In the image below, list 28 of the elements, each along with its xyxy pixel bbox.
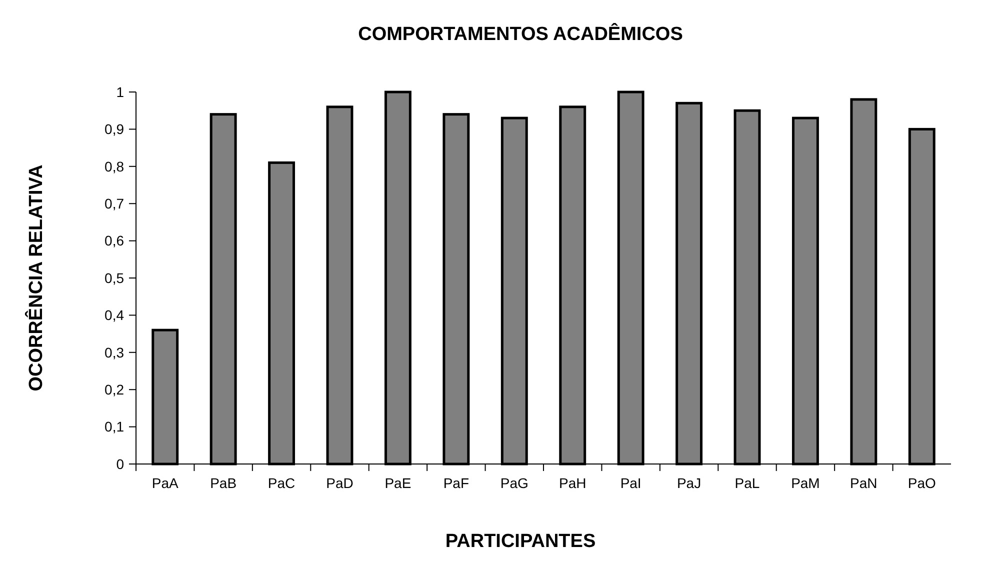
y-tick-label: 0 [116,456,124,472]
x-tick-label: PaN [850,475,878,491]
y-tick-label: 0,6 [104,232,124,249]
y-tick-label: 0,5 [104,270,124,286]
y-tick-label: 0,7 [104,196,124,212]
x-tick-label: PaG [500,475,528,491]
y-tick-label: 0,3 [104,344,124,360]
y-tick-label: 0,4 [104,307,124,324]
y-tick-label: 0,2 [104,382,124,398]
x-tick-label: PaM [791,475,820,491]
y-tick-label: 1 [116,84,124,100]
y-axis-title: OCORRÊNCIA RELATIVA [24,164,47,392]
x-tick-label: PaH [558,475,586,491]
y-tick-label: 0,8 [104,158,124,174]
x-axis-title: PARTICIPANTES [445,531,596,552]
chart-title: COMPORTAMENTOS ACADÊMICOS [358,22,683,45]
x-tick-label: PaF [443,475,470,491]
x-tick-label: PaO [908,475,936,491]
x-tick-label: PaJ [676,475,702,491]
x-tick-label: PaB [210,475,237,491]
x-tick-label: PaD [326,475,354,491]
y-tick-label: 0,1 [104,418,124,435]
y-tick-label: 0,9 [104,121,124,138]
x-tick-label: PaL [734,475,760,491]
x-tick-label: PaE [384,475,412,491]
x-tick-label: PaC [268,475,296,491]
x-tick-label: PaA [152,475,179,491]
x-tick-label: PaI [620,475,642,491]
